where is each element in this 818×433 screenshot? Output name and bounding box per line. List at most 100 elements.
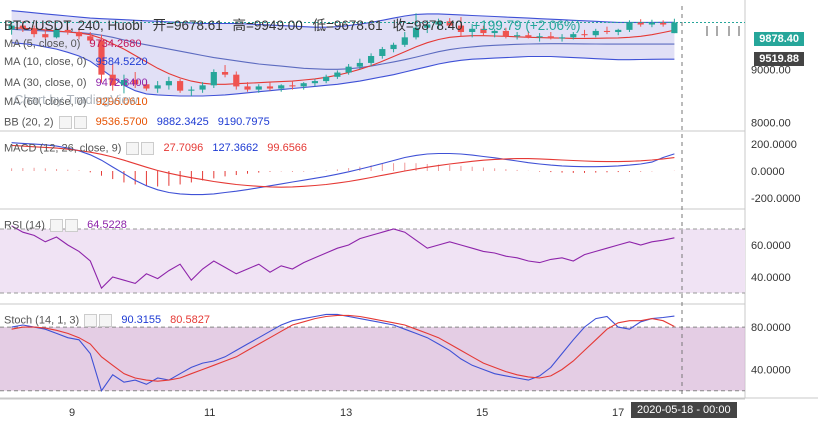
candle-body — [221, 72, 229, 75]
candle-body — [424, 24, 431, 28]
candle-body — [626, 22, 633, 30]
time-axis-tick: 11 — [204, 407, 215, 419]
ma10-value: 9584.5220 — [95, 56, 148, 68]
candle-body — [446, 21, 453, 26]
legend-ma30[interactable]: MA (30, close, 0) 9472.8400 — [4, 77, 148, 89]
candle-body — [30, 28, 38, 35]
rsi-label: RSI (14) — [4, 219, 45, 232]
candle-body — [311, 81, 319, 84]
macd-signal-line — [11, 144, 675, 188]
candle-body — [592, 30, 599, 36]
candle-body — [356, 62, 363, 67]
legend-ma60[interactable]: MA (60, close, 0) 9296.0610 — [4, 96, 148, 108]
macd-axis-tick: -200.0000 — [751, 193, 801, 205]
ma-slow-line — [11, 28, 675, 70]
candle-body — [143, 84, 150, 89]
legend-rsi[interactable]: RSI (14) 64.5228 — [4, 219, 127, 232]
close-icon[interactable] — [73, 116, 87, 129]
legend-bb[interactable]: BB (20, 2) 9536.5700 9882.3425 9190.7975 — [4, 116, 270, 129]
candle-body — [390, 44, 397, 50]
candle-body — [98, 40, 105, 75]
candle-body — [266, 86, 274, 89]
macd-axis-tick: 200.0000 — [751, 139, 797, 151]
bb-mid-value: 9536.5700 — [95, 116, 148, 129]
candle-body — [42, 34, 49, 38]
time-axis-tick: 13 — [340, 407, 352, 419]
ma60-value: 9296.0610 — [95, 96, 148, 108]
macd-value-3: 99.6566 — [267, 142, 308, 155]
candle-body — [558, 37, 566, 39]
settings-icon[interactable] — [126, 142, 140, 155]
macd-label: MACD (12, 26, close, 9) — [4, 142, 122, 155]
candle-body — [165, 81, 172, 86]
candle-body — [199, 85, 206, 90]
candle-body — [525, 35, 532, 38]
bollinger-upper-line — [11, 10, 675, 28]
close-icon[interactable] — [99, 314, 113, 327]
rsi-axis-tick: 60.0000 — [751, 240, 791, 252]
legend-macd[interactable]: MACD (12, 26, close, 9) 27.7096 127.3662… — [4, 142, 307, 155]
candle-body — [536, 36, 543, 38]
bb-label: BB (20, 2) — [4, 116, 54, 129]
candle-body — [53, 29, 60, 38]
candle-body — [379, 49, 386, 56]
legend-stoch[interactable]: Stoch (14, 1, 3) 90.3155 80.5827 — [4, 314, 210, 327]
candle-body — [547, 36, 554, 39]
stoch-axis-tick: 40.0000 — [751, 364, 791, 376]
last-price-tag: 9878.40 — [754, 32, 804, 46]
candle-body — [289, 85, 296, 87]
candle-body — [109, 74, 116, 86]
rsi-line — [11, 225, 675, 290]
candle-body — [367, 56, 375, 63]
candle-body — [412, 27, 420, 38]
ma5-label: MA (5, close, 0) — [4, 38, 81, 50]
ma10-label: MA (10, close, 0) — [4, 56, 87, 68]
ma30-label: MA (30, close, 0) — [4, 77, 87, 89]
ma5-value: 9734.2680 — [89, 38, 142, 50]
candle-body — [648, 22, 656, 25]
stoch-band-fill — [0, 327, 745, 391]
settings-icon[interactable] — [50, 219, 64, 232]
candle-body — [401, 37, 408, 45]
close-icon[interactable] — [65, 219, 79, 232]
legend-ma10[interactable]: MA (10, close, 0) 9584.5220 — [4, 56, 148, 68]
candle-body — [502, 30, 509, 37]
stoch-label: Stoch (14, 1, 3) — [4, 314, 80, 327]
candle-body — [323, 76, 330, 82]
candle-body — [469, 28, 476, 32]
candle-body — [457, 25, 465, 32]
close-value: 收=9878.40 — [392, 18, 463, 33]
pause-icon[interactable] — [728, 26, 740, 36]
candle-body — [75, 32, 83, 37]
candle-body — [334, 72, 341, 77]
candle-body — [87, 36, 94, 41]
candle-body — [570, 34, 577, 38]
settings-icon[interactable] — [84, 314, 98, 327]
tradingview-watermark: Chart by TradingView — [14, 92, 139, 107]
candle-body — [188, 89, 195, 91]
candle-body — [660, 22, 667, 25]
time-axis-tick: 15 — [476, 407, 488, 419]
candle-body — [278, 85, 285, 89]
candle-body — [300, 83, 307, 87]
legend-ma5[interactable]: MA (5, close, 0) 9734.2680 — [4, 38, 141, 50]
candle-body — [64, 29, 71, 32]
candle-body — [671, 22, 678, 34]
bb-upper-value: 9882.3425 — [156, 116, 209, 129]
candle-body — [435, 21, 442, 25]
candle-body — [615, 29, 622, 32]
low-value: 低=9678.61 — [312, 18, 383, 33]
stoch-d-line — [11, 314, 675, 382]
stoch-d-value: 80.5827 — [170, 314, 210, 327]
pause-icon[interactable] — [706, 26, 718, 36]
time-axis-tick: 9 — [69, 407, 75, 419]
candle-body — [210, 72, 217, 86]
settings-icon[interactable] — [58, 116, 72, 129]
close-icon[interactable] — [141, 142, 155, 155]
macd-axis-tick: 0.0000 — [751, 166, 785, 178]
candle-body — [345, 66, 352, 73]
symbol-title[interactable]: BTC/USDT, 240, Huobi — [4, 18, 143, 33]
candle-body — [581, 34, 588, 36]
price-axis-tick: 8000.00 — [751, 118, 791, 130]
